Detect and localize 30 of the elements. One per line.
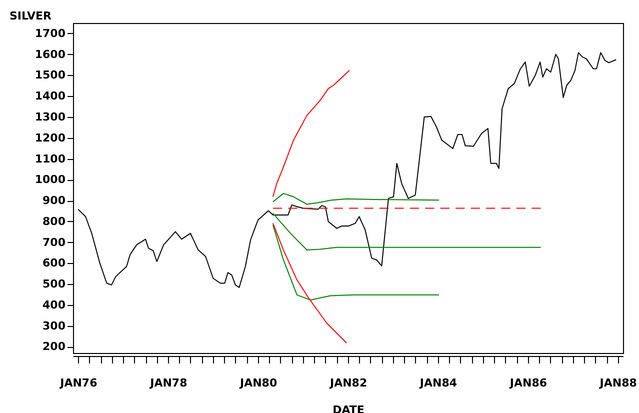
y-tick-label: 1600 (34, 48, 66, 61)
x-tick-label: JAN78 (149, 376, 188, 390)
y-tick-label: 1000 (34, 173, 66, 186)
y-tick-label: 1500 (34, 68, 66, 82)
y-tick-label: 700 (42, 236, 66, 249)
x-tick-label: JAN84 (418, 376, 458, 390)
y-tick-label: 1700 (34, 26, 66, 40)
line-series (272, 212, 542, 251)
y-tick-label: 200 (42, 340, 66, 354)
line-series (272, 224, 440, 300)
y-axis-title: SILVER (10, 10, 52, 22)
line-series (78, 52, 617, 288)
y-tick-label: 900 (42, 194, 66, 208)
line-series (272, 70, 350, 198)
y-tick-label: 300 (42, 319, 66, 332)
y-tick-label: 400 (42, 298, 66, 312)
y-tick-label: 600 (42, 256, 66, 270)
line-series (272, 192, 440, 205)
x-tick-label: JAN82 (329, 376, 368, 390)
y-tick-label: 500 (42, 278, 66, 291)
y-tick-label: 1300 (34, 110, 66, 124)
x-tick-label: JAN80 (238, 376, 278, 390)
x-tick-label: JAN88 (598, 376, 637, 390)
y-tick-label: 1400 (34, 90, 66, 103)
line-series (272, 222, 348, 344)
x-tick-label: JAN86 (508, 376, 548, 390)
y-tick-label: 800 (42, 214, 66, 228)
y-tick-label: 1200 (34, 131, 66, 144)
x-tick-label: JAN76 (59, 376, 98, 390)
y-tick-label: 1100 (34, 152, 66, 166)
